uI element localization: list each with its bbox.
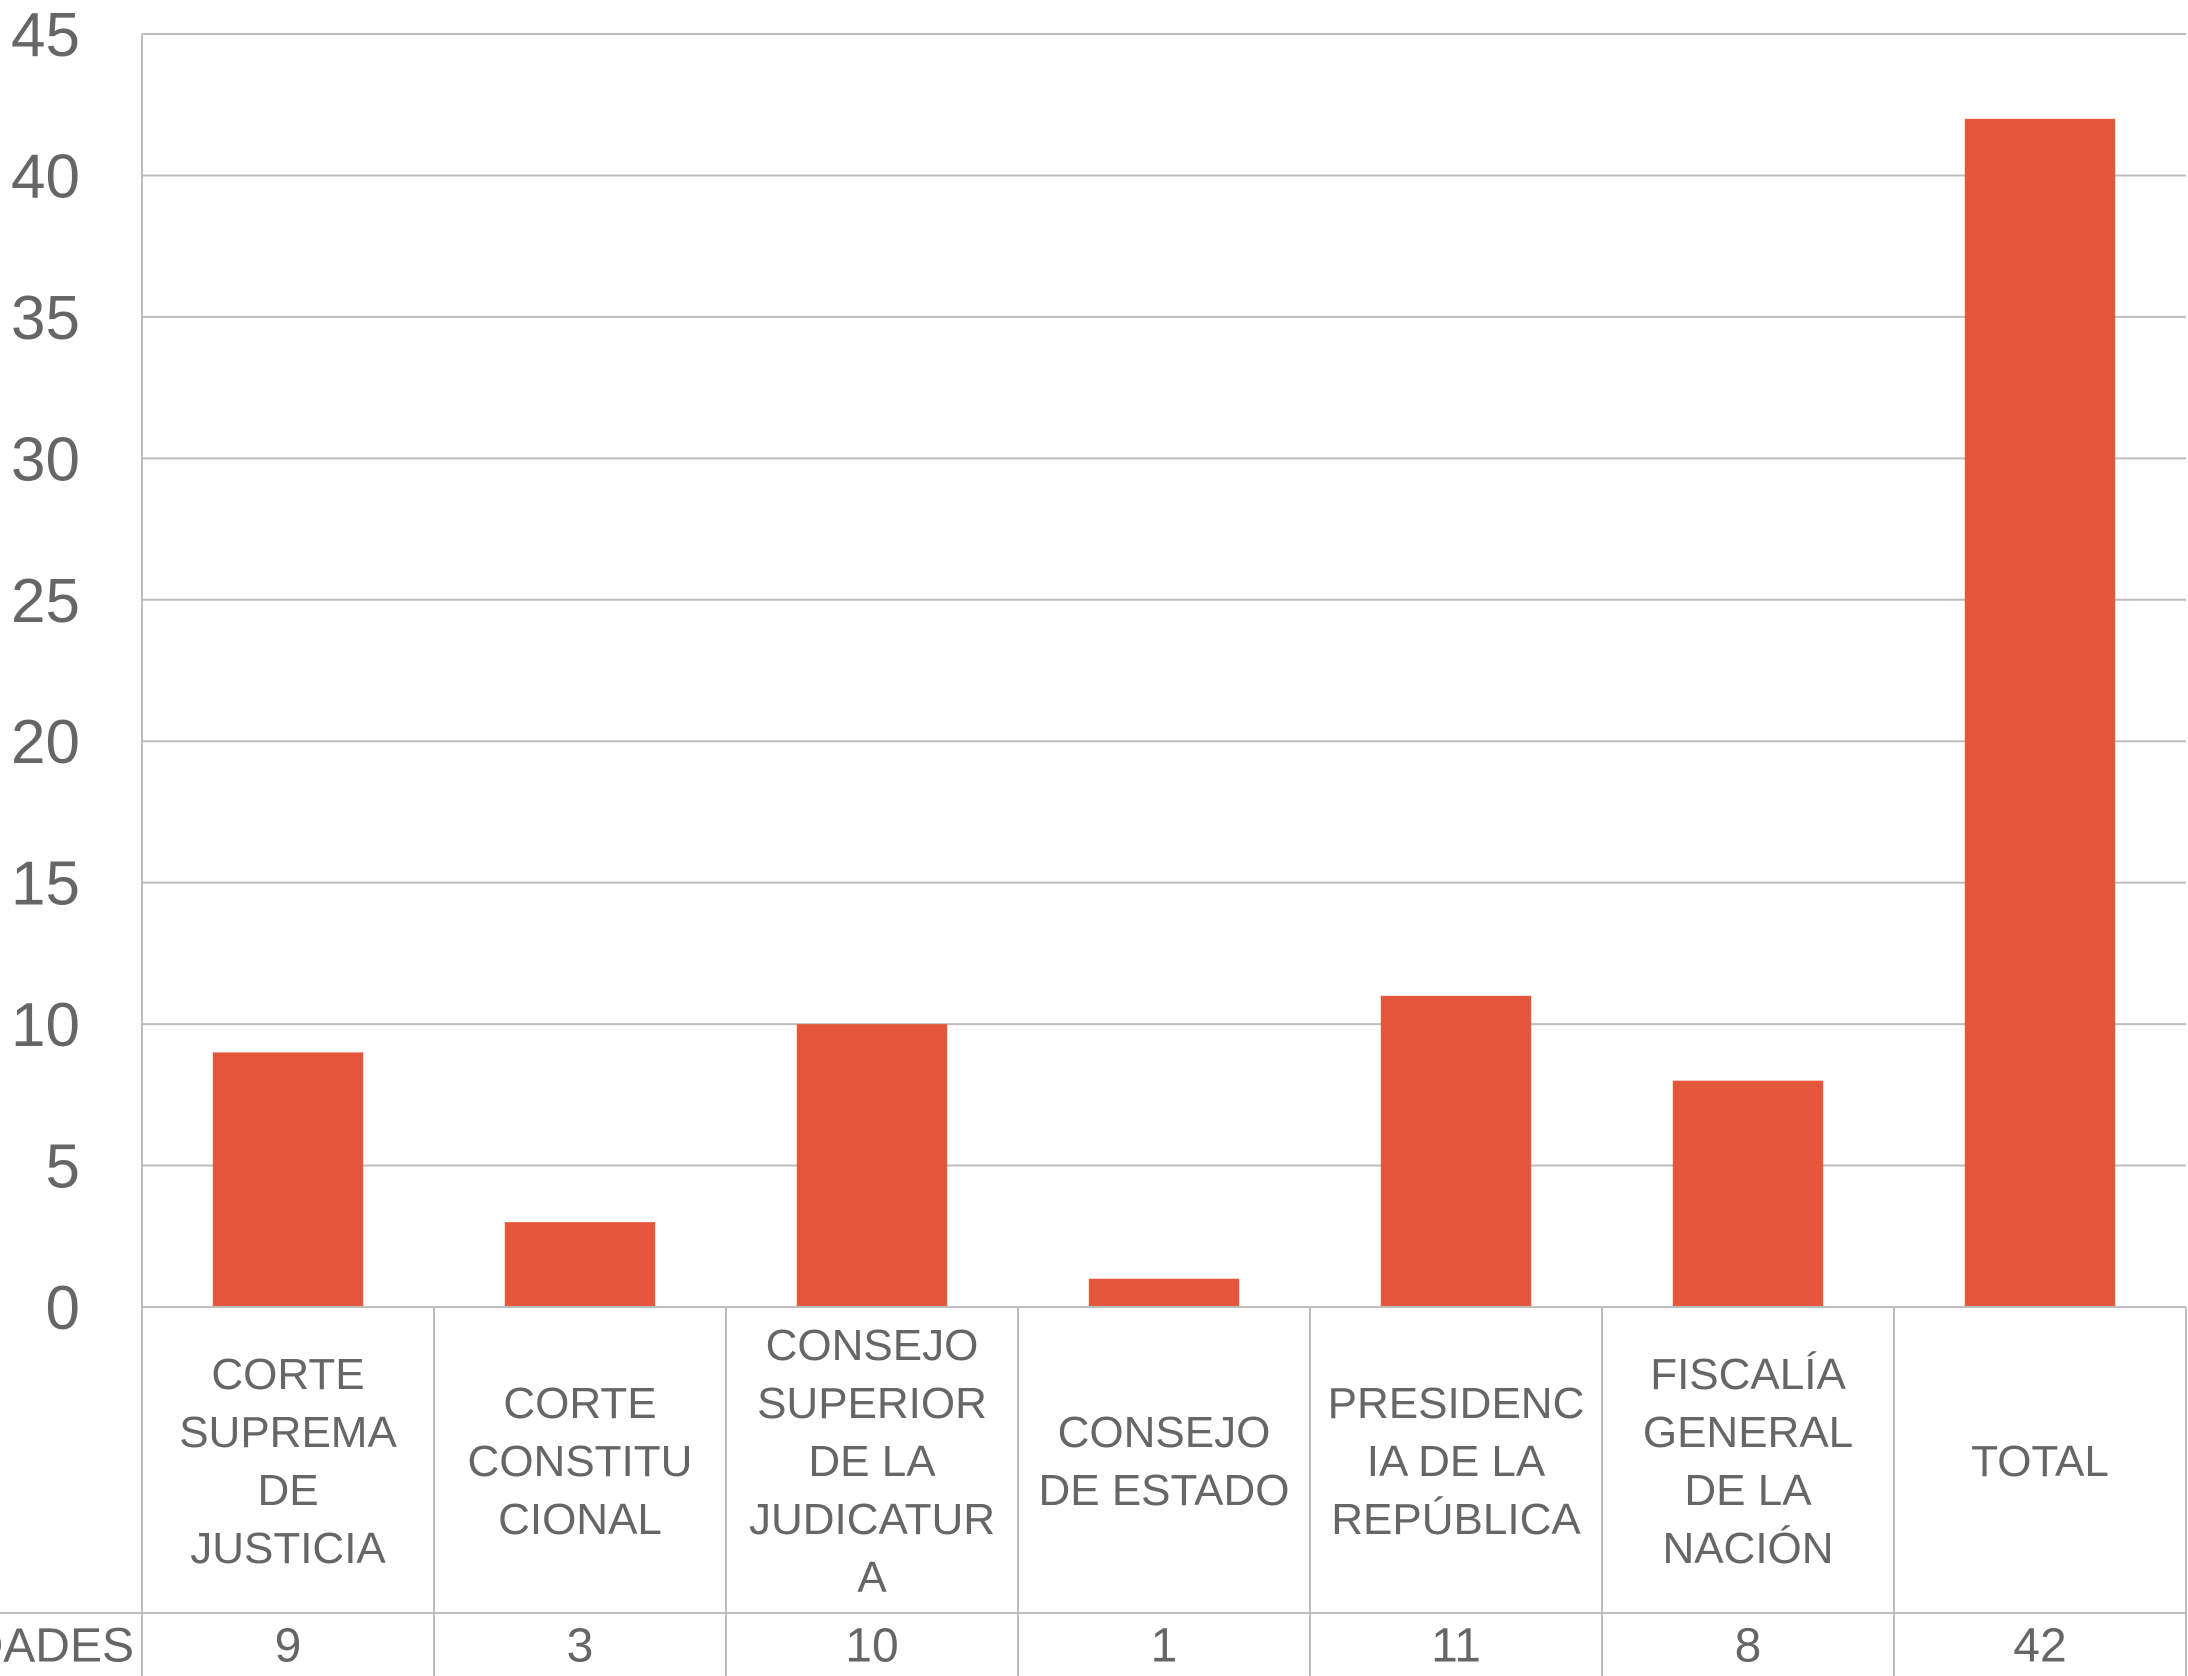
y-tick-label: 35 (11, 284, 80, 353)
table-row-label: DADES (0, 1620, 134, 1673)
y-tick-label: 25 (11, 567, 80, 636)
gridlines (141, 33, 2186, 1676)
category-label: CORTE CONSTITU CIONAL (468, 1379, 693, 1544)
category-label: CORTE SUPREMA DE JUSTICIA (179, 1350, 397, 1573)
y-tick-label: 20 (11, 708, 80, 777)
bar (1380, 995, 1532, 1307)
y-tick-label: 0 (46, 1274, 80, 1343)
y-tick-label: 40 (11, 142, 80, 211)
data-label: 9 (275, 1620, 302, 1673)
bar (212, 1052, 364, 1307)
category-label: PRESIDENC IA DE LA REPÚBLICA (1328, 1379, 1585, 1544)
data-label: 8 (1735, 1620, 1762, 1673)
bars (212, 118, 2116, 1307)
data-label: 10 (845, 1620, 898, 1673)
data-table: CORTE SUPREMA DE JUSTICIA CORTE CONSTITU CIONA… (0, 1306, 2187, 1676)
y-axis-ticks: 0 5 10 15 20 25 30 35 40 45 (11, 1, 80, 1343)
y-tick-label: 45 (11, 1, 80, 70)
data-label: 11 (1431, 1620, 1481, 1673)
data-label: 1 (1151, 1620, 1178, 1673)
category-label: CONSEJO DE ESTADO (1038, 1408, 1289, 1515)
y-tick-label: 15 (11, 850, 80, 919)
bar (1088, 1278, 1240, 1307)
bar (796, 1024, 948, 1307)
bar (504, 1222, 656, 1307)
bar (1964, 118, 2116, 1307)
category-label: TOTAL (1971, 1437, 2109, 1486)
data-label: 3 (567, 1620, 594, 1673)
data-label: 42 (2013, 1620, 2066, 1673)
category-label: CONSEJO SUPERIOR DE LA JUDICATUR A (749, 1321, 995, 1602)
category-label: FISCALÍA GENERAL DE LA NACIÓN (1643, 1350, 1853, 1573)
bar (1672, 1080, 1824, 1307)
y-tick-label: 5 (46, 1133, 80, 1202)
y-tick-label: 10 (11, 991, 80, 1060)
y-tick-label: 30 (11, 425, 80, 494)
